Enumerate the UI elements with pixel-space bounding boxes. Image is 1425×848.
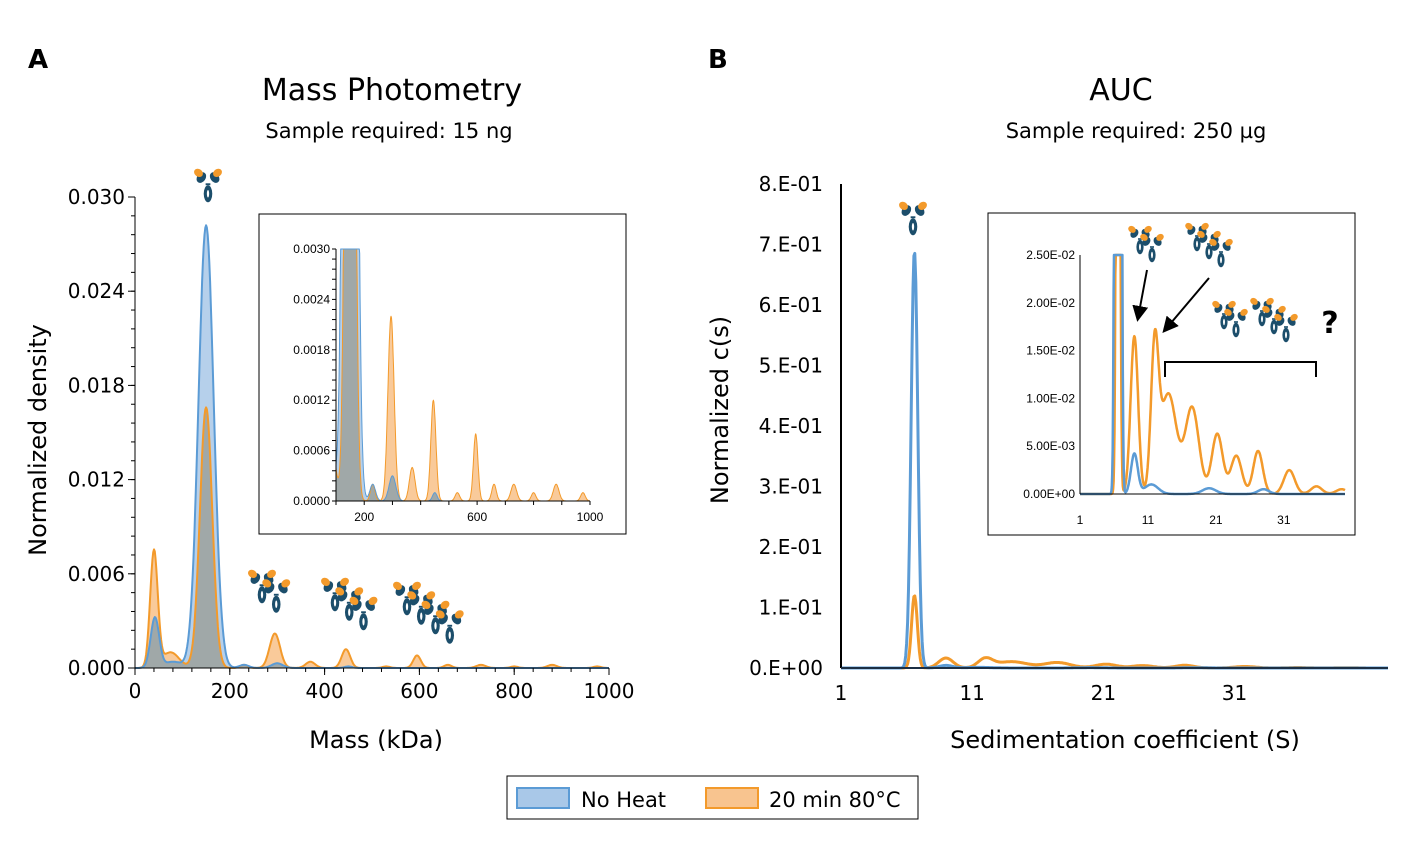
x-tick-label: 600 [467, 510, 487, 524]
series-area-no_heat [336, 249, 590, 501]
y-tick-label: 3.E-01 [759, 475, 823, 499]
y-tick-label: 1.00E-02 [1026, 391, 1075, 405]
y-tick-label: 6.E-01 [759, 293, 823, 317]
y-tick-label: 7.E-01 [759, 233, 823, 257]
chart-title-a: Mass Photometry [262, 73, 522, 108]
x-tick-label: 1000 [584, 679, 635, 703]
legend-swatch-heated [705, 787, 759, 809]
inset-frame-b [987, 212, 1356, 536]
plot-area-b: 1 11 21 310.E+001.E-012.E-013.E-014.E-015.E… [749, 172, 1389, 705]
x-axis-label-b: Sedimentation coefficient (S) [950, 726, 1300, 754]
x-tick-label: 0 [129, 679, 142, 703]
x-axis-label-a: Mass (kDa) [309, 726, 443, 754]
y-tick-label: 0.000 [68, 656, 125, 680]
y-tick-label: 1.50E-02 [1026, 344, 1075, 358]
y-tick-label: 0.0030 [293, 242, 330, 256]
y-tick-label: 0.00E+00 [1023, 487, 1075, 501]
x-tick-label: 1 [835, 681, 848, 705]
y-tick-label: 2.00E-02 [1026, 296, 1075, 310]
plot-area-a: 0 200 400 600 800 1000 0.000 0.006 0.012 0.018 0.0… [68, 167, 635, 703]
x-tick-label: 21 [1091, 681, 1116, 705]
y-tick-label: 0.E+00 [749, 656, 823, 680]
y-tick-label: 0.024 [68, 279, 125, 303]
y-tick-label: 5.E-01 [759, 354, 823, 378]
y-tick-label: 0.0000 [293, 494, 330, 508]
x-tick-label: 400 [306, 679, 344, 703]
y-tick-label: 0.0012 [293, 393, 330, 407]
y-tick-label: 0.012 [68, 468, 125, 492]
legend-label-heated: 20 min 80°C [769, 788, 901, 812]
legend-swatch-no-heat [516, 787, 570, 809]
x-tick-label: 600 [400, 679, 438, 703]
y-tick-label: 2.E-01 [759, 535, 823, 559]
x-tick-label: 1000 [577, 510, 604, 524]
y-tick-label: 0.030 [68, 185, 125, 209]
inset-frame-a [258, 213, 627, 535]
x-tick-label: 31 [1222, 681, 1247, 705]
y-tick-label: 1.E-01 [759, 596, 823, 620]
chart-subtitle-b: Sample required: 250 µg [1006, 119, 1267, 143]
y-tick-label: 4.E-01 [759, 414, 823, 438]
chart-title-b: AUC [1089, 73, 1152, 108]
antibody-monomer-icon [897, 200, 929, 236]
x-tick-label: 21 [1209, 513, 1223, 527]
x-tick-label: 200 [354, 510, 374, 524]
x-tick-label: 11 [1142, 513, 1155, 527]
y-tick-label: 8.E-01 [759, 172, 823, 196]
y-axis-label-b: Normalized c(s) [706, 316, 734, 504]
y-tick-label: 5.00E-03 [1026, 439, 1075, 453]
y-tick-label: 0.018 [68, 373, 125, 397]
y-tick-label: 0.0018 [293, 343, 330, 357]
chart-subtitle-a: Sample required: 15 ng [265, 119, 512, 143]
x-tick-label: 800 [495, 679, 533, 703]
arrow-dimer [1132, 269, 1149, 322]
legend: No Heat 20 min 80°C [506, 775, 919, 820]
aggregate-bracket [1164, 361, 1317, 377]
x-tick-label: 11 [959, 681, 984, 705]
y-tick-label: 0.0006 [293, 444, 330, 458]
y-tick-label: 2.50E-02 [1026, 248, 1075, 262]
x-tick-label: 1 [1077, 513, 1084, 527]
x-tick-label: 200 [211, 679, 249, 703]
panel-letter-a: A [28, 45, 48, 75]
antibody-trimer-icon [319, 576, 380, 631]
inset-a: 200 600 1000 0.0000 0.0006 0.0012 0.0018 0.0024… [258, 213, 627, 535]
y-tick-label: 0.0024 [293, 292, 330, 306]
antibody-tetramer-icon [391, 580, 466, 644]
y-tick-label: 0.006 [68, 562, 125, 586]
question-mark: ? [1321, 306, 1338, 341]
panel-letter-b: B [708, 45, 728, 75]
antibody-dimer-icon [246, 568, 292, 613]
inset-b: 1 11 21 310.00E+005.00E-031.00E-021.50E-022… [987, 212, 1356, 536]
antibody-monomer-icon [192, 167, 224, 203]
y-axis-label-a: Normalized density [24, 324, 52, 556]
x-tick-label: 31 [1277, 513, 1291, 527]
legend-label-no-heat: No Heat [581, 788, 666, 812]
arrow-trimer [1162, 277, 1210, 334]
